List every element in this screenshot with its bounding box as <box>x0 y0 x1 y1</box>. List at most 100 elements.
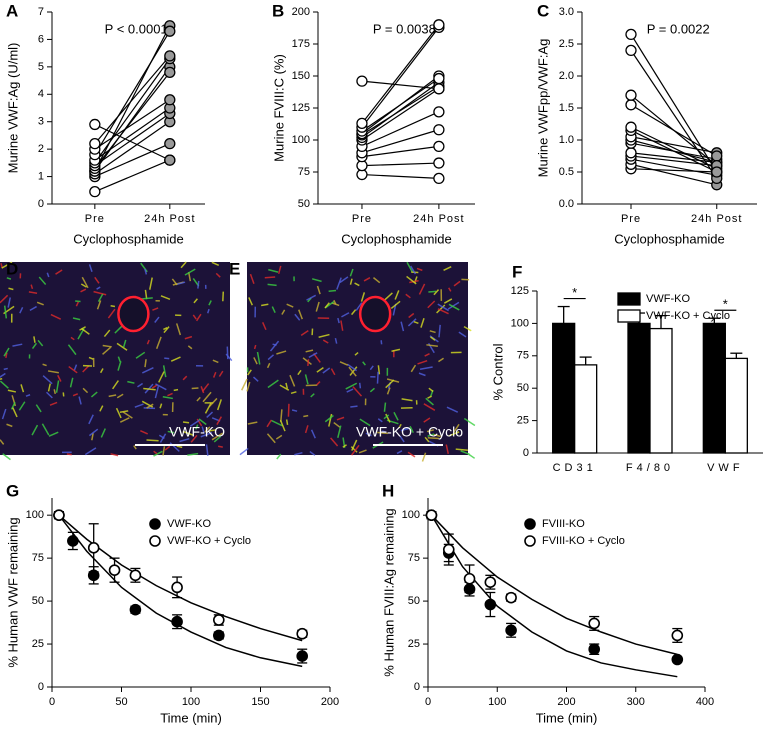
pair-line <box>362 86 439 135</box>
pair-line <box>95 56 170 144</box>
y-tick-label: 50 <box>517 382 529 394</box>
panel-letter: E <box>229 259 240 278</box>
point <box>434 173 444 183</box>
pair-line <box>362 89 439 140</box>
legend-label: VWF-KO <box>167 518 211 530</box>
micrograph-vessel <box>265 277 275 278</box>
y-tick-label: 25 <box>517 415 529 427</box>
micrograph-vessel <box>218 446 223 447</box>
bar <box>628 323 650 453</box>
pair-line <box>95 31 170 154</box>
legend-label: VWF-KO + Cyclo <box>167 535 251 547</box>
x-tick-label: 100 <box>182 696 200 708</box>
micrograph-vessel <box>174 390 178 391</box>
y-tick-label: 100 <box>511 317 529 329</box>
point <box>90 139 100 149</box>
x-tick-label: 24h Post <box>691 213 742 225</box>
micrograph-vessel <box>145 359 146 367</box>
bar <box>725 358 747 453</box>
y-tick-label: 75 <box>298 166 310 178</box>
x-tick-label: 200 <box>557 696 575 708</box>
point <box>434 141 444 151</box>
bar <box>575 365 597 453</box>
panel-letter: G <box>6 481 19 500</box>
y-tick-label: 100 <box>26 509 44 521</box>
point <box>297 651 307 661</box>
y-tick-label: 50 <box>298 198 310 210</box>
x-tick-label: Pre <box>352 213 372 225</box>
micrograph-vessel <box>54 389 55 394</box>
micrograph-vessel <box>146 440 158 441</box>
x-axis-label: Cyclophosphamide <box>73 231 184 246</box>
point <box>589 618 599 628</box>
micrograph-vessel <box>67 454 72 455</box>
y-tick-label: 0 <box>523 447 529 459</box>
point <box>626 122 636 132</box>
central-vein <box>360 297 390 331</box>
point <box>172 582 182 592</box>
panel-letter: D <box>6 259 18 278</box>
micrograph-label: VWF-KO + Cyclo <box>356 424 463 440</box>
point <box>434 84 444 94</box>
y-tick-label: 150 <box>292 70 310 82</box>
x-tick-label: 0 <box>425 696 431 708</box>
y-tick-label: 2.0 <box>559 70 574 82</box>
micrograph-label: VWF-KO <box>169 424 225 440</box>
point <box>672 630 682 640</box>
point <box>165 95 175 105</box>
legend-swatch <box>618 310 640 322</box>
panel-letter: F <box>512 262 522 281</box>
y-tick-label: 75 <box>32 552 44 564</box>
pair-line <box>95 72 170 168</box>
micrograph-vessel <box>303 416 308 417</box>
micrograph-vessel <box>198 281 199 289</box>
point <box>130 605 140 615</box>
y-tick-label: 125 <box>292 102 310 114</box>
legend-marker <box>525 519 535 529</box>
pair-line <box>95 67 170 171</box>
point <box>434 74 444 84</box>
legend-marker <box>525 536 535 546</box>
micrograph-vessel <box>144 408 155 409</box>
point <box>426 510 436 520</box>
micrograph-vessel <box>428 291 436 292</box>
annotation: P = 0.0038 <box>373 21 436 36</box>
pair-line <box>631 95 717 165</box>
micrograph-vessel <box>240 448 248 454</box>
y-axis-label: Murine FVIII:C (%) <box>271 54 286 162</box>
x-tick-label: Pre <box>85 213 105 225</box>
y-tick-label: 2.5 <box>559 38 574 50</box>
y-tick-label: 6 <box>38 33 44 45</box>
x-tick-label: 24h Post <box>144 213 195 225</box>
panel-letter: H <box>382 481 394 500</box>
point <box>434 125 444 135</box>
y-axis-label: % Human FVIII:Ag remaining <box>381 508 396 676</box>
micrograph-vessel <box>360 383 361 388</box>
point <box>506 593 516 603</box>
point <box>465 574 475 584</box>
x-tick-label: 300 <box>627 696 645 708</box>
x-tick-label: 0 <box>49 696 55 708</box>
y-tick-label: 25 <box>408 638 420 650</box>
x-tick-label: Pre <box>621 213 641 225</box>
point <box>485 577 495 587</box>
y-tick-label: 125 <box>511 285 529 297</box>
x-tick-label: 24h Post <box>413 213 464 225</box>
x-tick-label: 150 <box>251 696 269 708</box>
y-tick-label: 1 <box>38 170 44 182</box>
y-tick-label: 5 <box>38 61 44 73</box>
y-axis-label: % Control <box>490 343 505 400</box>
point <box>357 118 367 128</box>
legend-swatch <box>618 293 640 305</box>
legend-marker <box>150 519 160 529</box>
point <box>89 543 99 553</box>
micrograph-vessel <box>287 420 288 425</box>
legend-label: VWF-KO + Cyclo <box>646 310 730 322</box>
y-tick-label: 100 <box>292 134 310 146</box>
point <box>626 148 636 158</box>
y-tick-label: 25 <box>32 638 44 650</box>
y-tick-label: 175 <box>292 38 310 50</box>
y-tick-label: 0.5 <box>559 166 574 178</box>
point <box>165 139 175 149</box>
x-tick-label: VWF <box>707 462 743 474</box>
